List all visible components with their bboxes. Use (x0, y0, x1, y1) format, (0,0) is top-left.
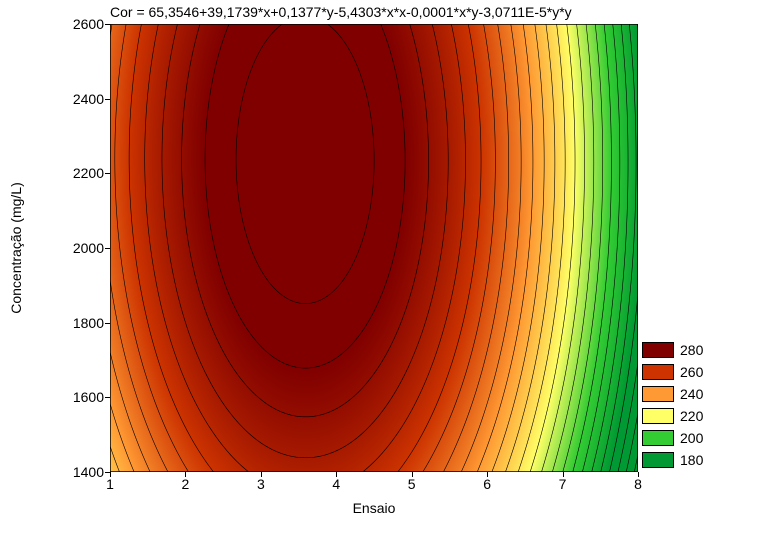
y-tick-label: 1800 (73, 315, 104, 331)
legend-item: 260 (642, 362, 754, 382)
legend-label: 180 (680, 452, 703, 468)
legend-item: 220 (642, 406, 754, 426)
x-tick-label: 3 (257, 476, 265, 492)
legend-item: 240 (642, 384, 754, 404)
y-tick-label: 1400 (73, 464, 104, 480)
y-tick-label: 2600 (73, 16, 104, 32)
contour-figure: Cor = 65,3546+39,1739*x+0,1377*y-5,4303*… (0, 0, 759, 534)
legend-label: 240 (680, 386, 703, 402)
x-tick-label: 1 (106, 476, 114, 492)
legend-label: 280 (680, 342, 703, 358)
x-tick-mark (412, 472, 413, 477)
y-tick-mark (105, 397, 110, 398)
legend-label: 260 (680, 364, 703, 380)
plot-area (110, 24, 638, 472)
x-axis-label: Ensaio (353, 500, 396, 516)
legend: 280 260 240 220 200 180 (642, 340, 754, 472)
contour-canvas (110, 24, 638, 472)
x-tick-mark (336, 472, 337, 477)
legend-item: 280 (642, 340, 754, 360)
y-tick-label: 1600 (73, 389, 104, 405)
x-tick-mark (487, 472, 488, 477)
x-tick-label: 7 (559, 476, 567, 492)
x-tick-mark (638, 472, 639, 477)
legend-label: 200 (680, 430, 703, 446)
legend-swatch (642, 342, 674, 358)
legend-swatch (642, 408, 674, 424)
chart-title: Cor = 65,3546+39,1739*x+0,1377*y-5,4303*… (110, 4, 572, 20)
y-tick-mark (105, 323, 110, 324)
x-tick-mark (261, 472, 262, 477)
legend-label: 220 (680, 408, 703, 424)
y-tick-label: 2000 (73, 240, 104, 256)
y-tick-mark (105, 24, 110, 25)
x-tick-label: 6 (483, 476, 491, 492)
y-tick-label: 2200 (73, 165, 104, 181)
y-tick-mark (105, 173, 110, 174)
y-tick-label: 2400 (73, 91, 104, 107)
x-tick-mark (185, 472, 186, 477)
legend-swatch (642, 386, 674, 402)
y-axis-label: Concentração (mg/L) (8, 182, 24, 314)
x-tick-label: 2 (182, 476, 190, 492)
x-tick-label: 8 (634, 476, 642, 492)
legend-item: 200 (642, 428, 754, 448)
y-tick-mark (105, 248, 110, 249)
x-tick-mark (110, 472, 111, 477)
y-tick-mark (105, 99, 110, 100)
legend-swatch (642, 452, 674, 468)
legend-swatch (642, 364, 674, 380)
x-tick-mark (563, 472, 564, 477)
x-tick-label: 5 (408, 476, 416, 492)
legend-swatch (642, 430, 674, 446)
x-tick-label: 4 (332, 476, 340, 492)
legend-item: 180 (642, 450, 754, 470)
